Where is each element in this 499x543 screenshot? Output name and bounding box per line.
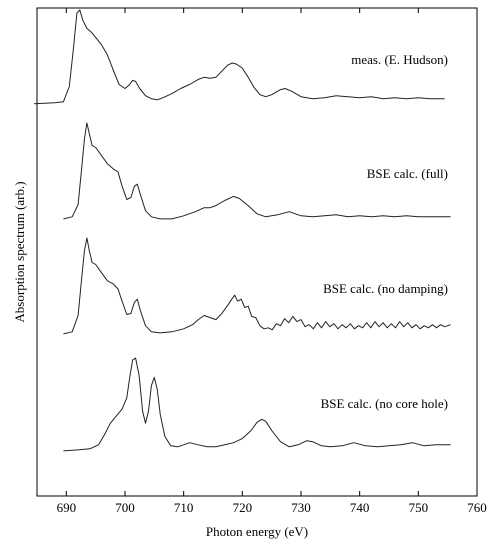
x-tick-label: 700	[115, 500, 135, 515]
x-tick-label: 730	[291, 500, 311, 515]
x-tick-label: 750	[409, 500, 429, 515]
series-line-3	[63, 357, 451, 452]
series-label-bse-full: BSE calc. (full)	[367, 166, 448, 181]
series-label-bse-no-damping: BSE calc. (no damping)	[323, 281, 448, 296]
x-tick-label: 760	[467, 500, 487, 515]
series-line-0	[34, 9, 445, 105]
x-axis-ticks	[65, 8, 478, 496]
x-tick-label: 740	[350, 500, 370, 515]
y-axis-label: Absorption spectrum (arb.)	[12, 181, 27, 322]
plot-frame	[36, 7, 478, 497]
series-label-bse-no-core-hole: BSE calc. (no core hole)	[321, 396, 448, 411]
x-axis-tick-labels: 690 700 710 720 730 740 750 760	[57, 500, 487, 515]
x-tick-label: 690	[57, 500, 77, 515]
x-tick-label: 710	[174, 500, 194, 515]
x-tick-label: 720	[233, 500, 253, 515]
x-axis-label: Photon energy (eV)	[206, 524, 308, 539]
series-line-1	[63, 122, 451, 220]
series-label-meas: meas. (E. Hudson)	[351, 52, 448, 67]
spectra-curves	[34, 9, 451, 452]
series-line-2	[63, 237, 451, 335]
series-labels: meas. (E. Hudson) BSE calc. (full) BSE c…	[321, 52, 448, 411]
